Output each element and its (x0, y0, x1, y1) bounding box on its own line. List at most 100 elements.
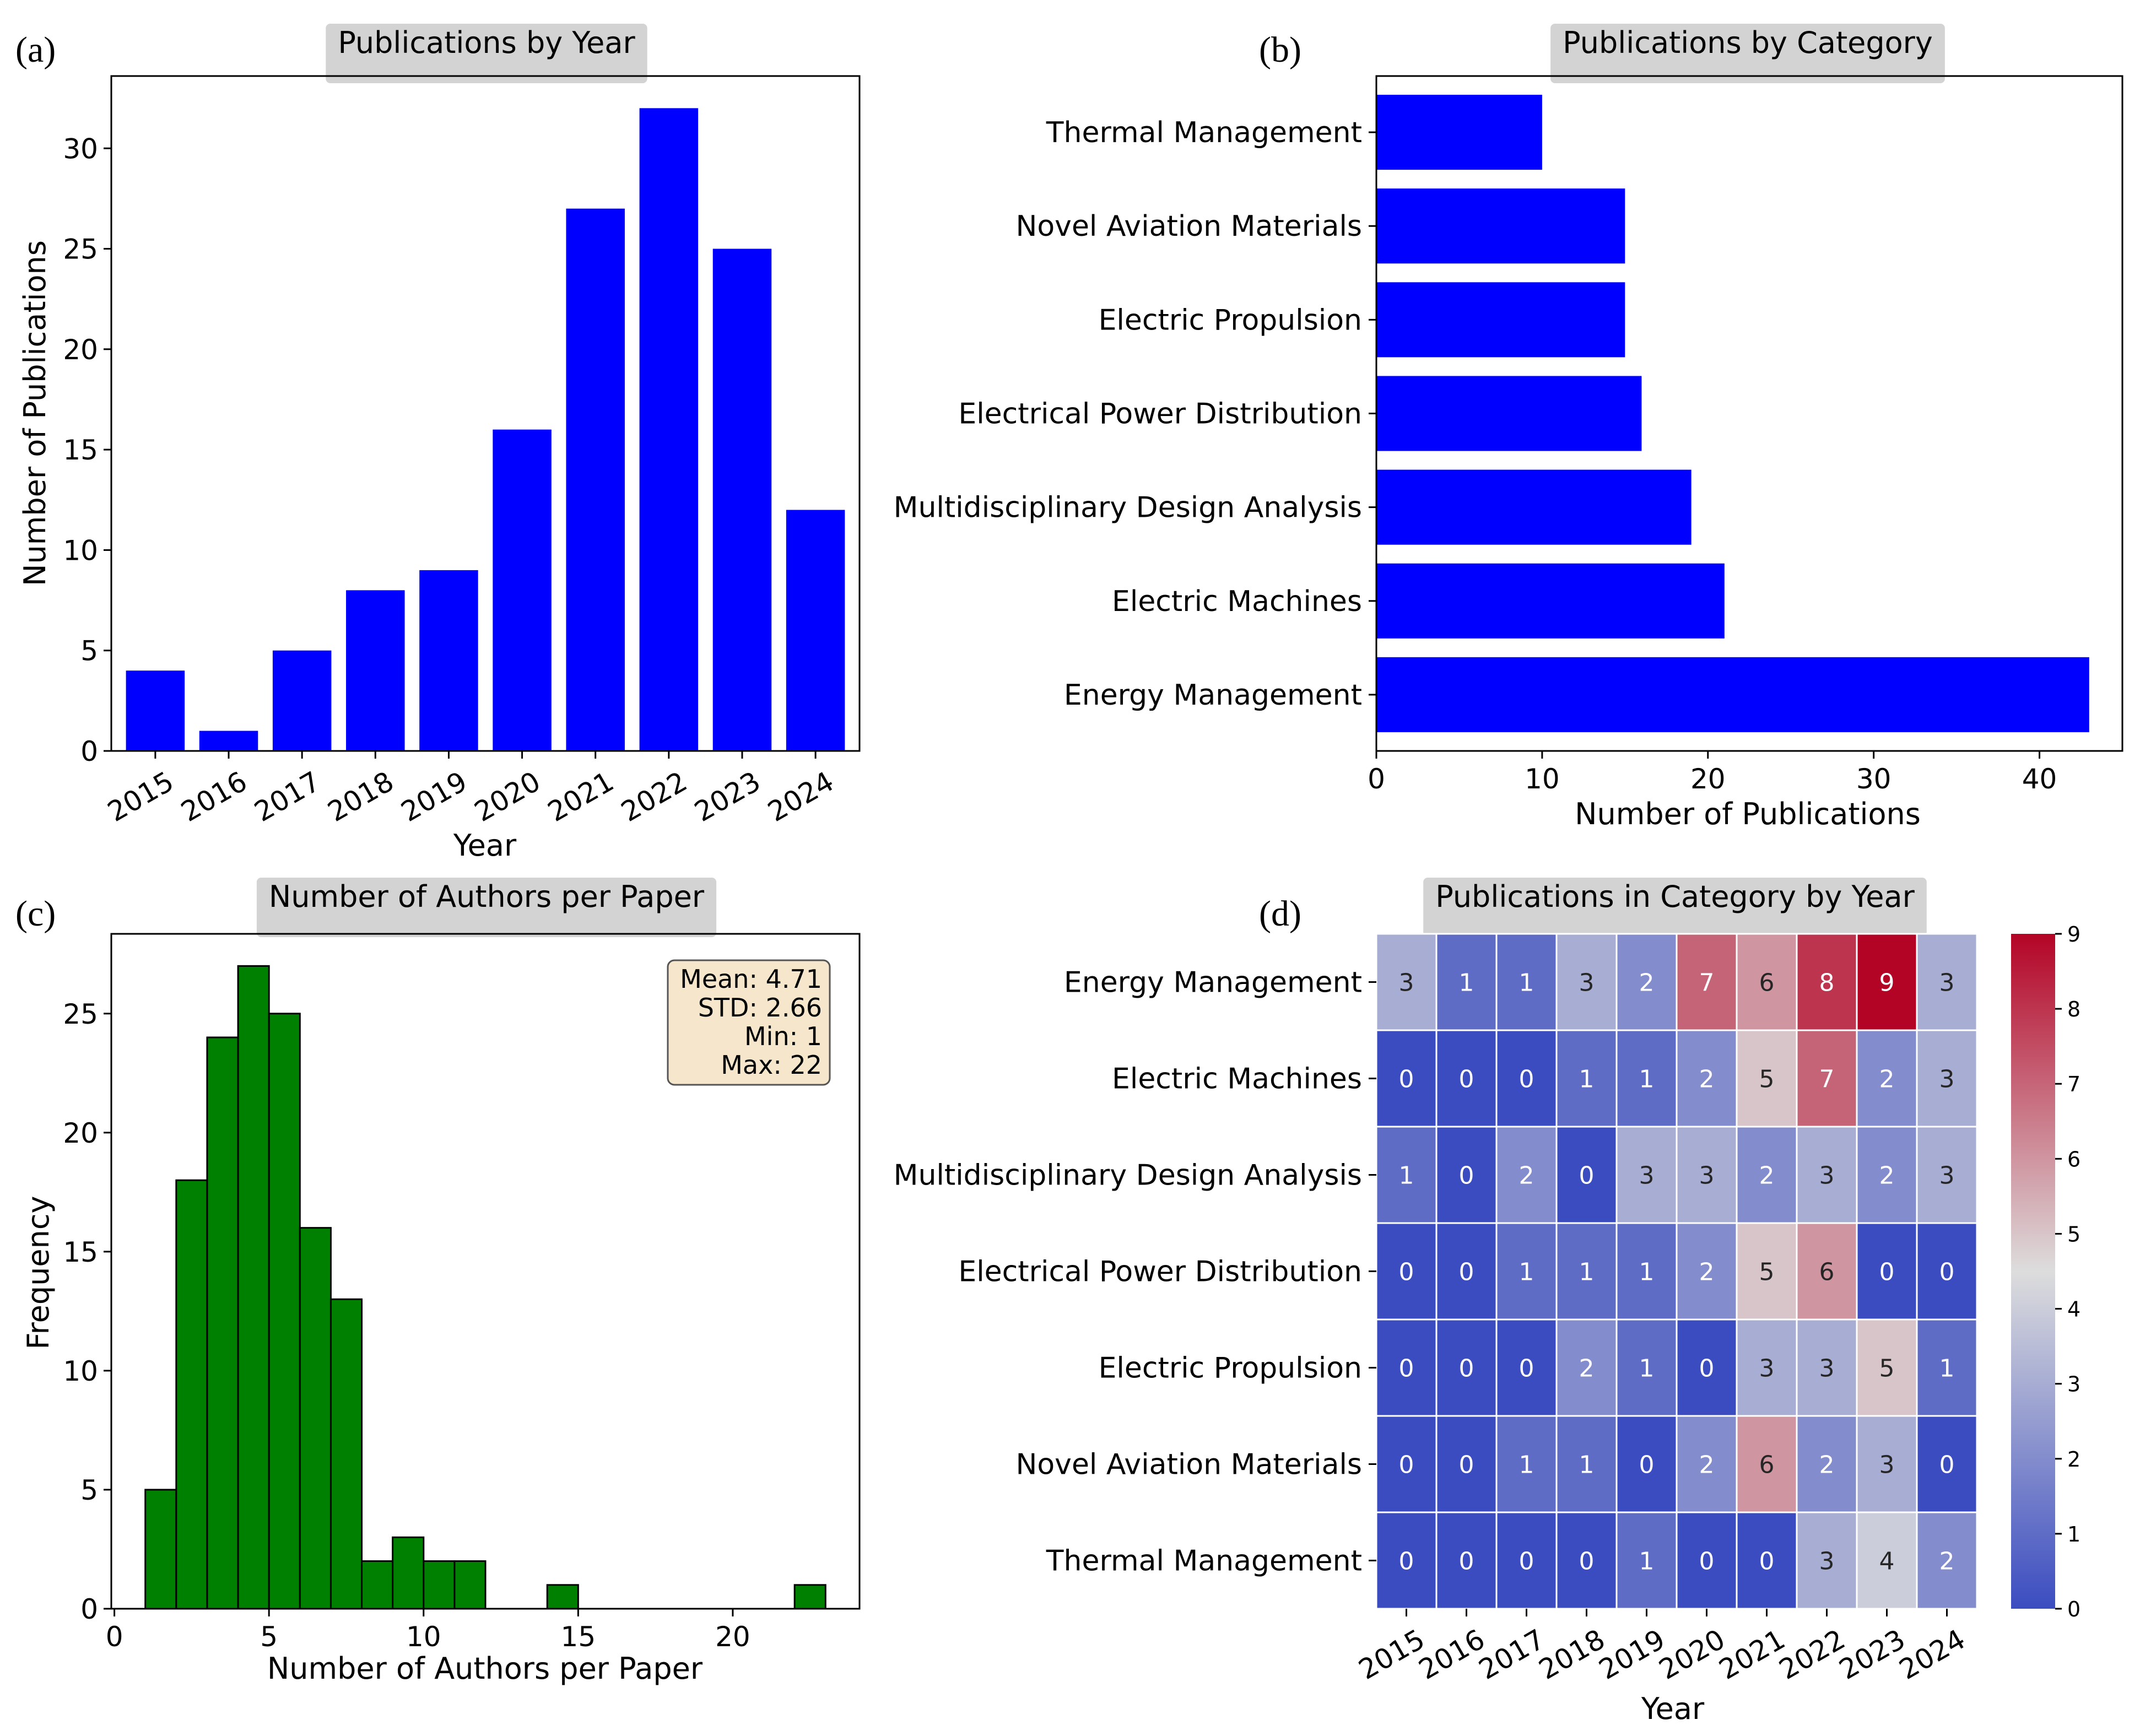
cell-value: 0 (1519, 1548, 1534, 1576)
bar (639, 108, 699, 751)
y-tick-label: Thermal Management (1046, 1545, 1362, 1578)
cell-value: 2 (1699, 1258, 1715, 1286)
colorbar-tick-label: 6 (2067, 1147, 2080, 1171)
heatmap-cell (1796, 1318, 1858, 1417)
cell-value: 2 (1579, 1355, 1595, 1383)
histogram-bar (175, 1179, 208, 1610)
colorbar-tick-label: 9 (2067, 922, 2080, 947)
cell-value: 0 (1399, 1066, 1414, 1094)
cell-value: 6 (1759, 969, 1775, 997)
x-tick-label: 2016 (1413, 1623, 1490, 1686)
cell-value: 3 (1819, 1548, 1835, 1576)
bar (712, 248, 772, 751)
cell-value: 2 (1879, 1162, 1895, 1190)
bar (1376, 469, 1692, 545)
cell-value: 9 (1879, 969, 1895, 997)
y-tick-label: Energy Management (1064, 679, 1362, 712)
y-tick-label: 20 (63, 334, 98, 366)
histogram-bar (453, 1560, 487, 1610)
histogram-bar (392, 1536, 425, 1610)
heatmap-cell (1856, 1029, 1918, 1128)
stats-max: Max: 22 (721, 1050, 822, 1080)
cell-value: 1 (1639, 1548, 1655, 1576)
bar (1376, 563, 1725, 639)
chart-category-by-year-heatmap: Publications in Category by Year 3 1 1 3 2 7 6… (894, 878, 2080, 1726)
heatmap-cell (1676, 1126, 1738, 1224)
histogram-bar (329, 1298, 363, 1610)
cell-value: 1 (1459, 969, 1474, 997)
x-tick-label: 2015 (1353, 1623, 1430, 1686)
histogram-bar (237, 965, 270, 1610)
cell-value: 4 (1879, 1548, 1895, 1576)
histogram-bars (144, 965, 826, 1610)
x-tick-label: 2018 (1533, 1623, 1610, 1686)
cell-value: 2 (1639, 969, 1655, 997)
cell-value: 0 (1699, 1355, 1715, 1383)
y-axis-label: Frequency (21, 1196, 56, 1350)
cell-value: 1 (1939, 1355, 1955, 1383)
colorbar-ticks: 0 1 2 3 4 5 6 7 8 9 (2055, 922, 2080, 1621)
heatmap-cell (1555, 1029, 1618, 1128)
heatmap-cell (1856, 1222, 1918, 1321)
x-axis-label: Year (453, 828, 517, 863)
cell-value: 3 (1639, 1162, 1655, 1190)
heatmap-cell (1495, 1126, 1558, 1224)
y-axis-ticks: 0 5 10 15 20 25 (63, 998, 111, 1625)
heatmap-cell (1796, 1222, 1858, 1321)
chart-title: Publications by Year (338, 25, 635, 60)
cell-value: 3 (1759, 1355, 1775, 1383)
heatmap-cells: 3 1 1 3 2 7 6 8 9 3 0 0 0 1 1 2 5 7 2 3 1 0 2 0 3 3 2 3 2 3 0 0 1 1 1 2 5 6 0 0… (1375, 933, 1978, 1610)
cell-value: 0 (1399, 1258, 1414, 1286)
heatmap-cell (1916, 1415, 1978, 1513)
x-tick-label: 2023 (689, 765, 766, 828)
heatmap-cell (1615, 1415, 1678, 1513)
y-axis-ticks: Energy Management Electric Machines Multid… (894, 116, 1376, 712)
cell-value: 1 (1639, 1066, 1655, 1094)
cell-value: 0 (1939, 1451, 1955, 1479)
histogram-bar (361, 1560, 394, 1610)
panel-label-d: (d) (1259, 894, 1301, 934)
x-tick-label: 2015 (102, 765, 179, 828)
cell-value: 2 (1699, 1066, 1715, 1094)
cell-value: 5 (1759, 1258, 1775, 1286)
colorbar-tick-label: 8 (2067, 997, 2080, 1021)
x-tick-label: 10 (1525, 763, 1560, 795)
cell-value: 0 (1399, 1451, 1414, 1479)
cell-value: 0 (1759, 1548, 1775, 1576)
cell-value: 0 (1459, 1548, 1474, 1576)
cell-value: 2 (1939, 1548, 1955, 1576)
bar (1376, 188, 1625, 264)
chart-title: Publications by Category (1563, 25, 1933, 60)
heatmap-cell (1495, 933, 1558, 1031)
x-tick-label: 2017 (249, 765, 326, 828)
heatmap-cell (1856, 1511, 1918, 1610)
x-tick-label: 15 (561, 1621, 596, 1653)
cell-value: 0 (1459, 1355, 1474, 1383)
x-tick-label: 10 (406, 1621, 441, 1653)
chart-title: Number of Authors per Paper (269, 879, 705, 914)
x-tick-label: 2021 (1714, 1623, 1790, 1686)
stats-std: STD: 2.66 (698, 993, 822, 1023)
colorbar (2011, 934, 2055, 1609)
stats-min: Min: 1 (744, 1021, 822, 1051)
cell-value: 1 (1579, 1066, 1595, 1094)
y-axis-ticks: Energy Management Electric Machines Multid… (894, 966, 1376, 1578)
cell-value: 1 (1519, 969, 1534, 997)
y-tick-label: 20 (63, 1117, 98, 1149)
x-tick-label: 20 (1690, 763, 1726, 795)
histogram-bar (546, 1584, 579, 1610)
histogram-bar (299, 1227, 332, 1610)
cell-value: 6 (1819, 1258, 1835, 1286)
x-tick-label: 2024 (763, 765, 839, 828)
cell-value: 1 (1639, 1355, 1655, 1383)
heatmap-cell (1375, 1415, 1438, 1513)
x-tick-label: 2019 (1593, 1623, 1670, 1686)
histogram-bar (206, 1036, 239, 1610)
bar (1376, 282, 1625, 358)
cell-value: 1 (1519, 1258, 1534, 1286)
heatmap-cell (1676, 933, 1738, 1031)
y-tick-label: 15 (63, 434, 98, 466)
bar (272, 650, 332, 751)
heatmap-cell (1916, 933, 1978, 1031)
